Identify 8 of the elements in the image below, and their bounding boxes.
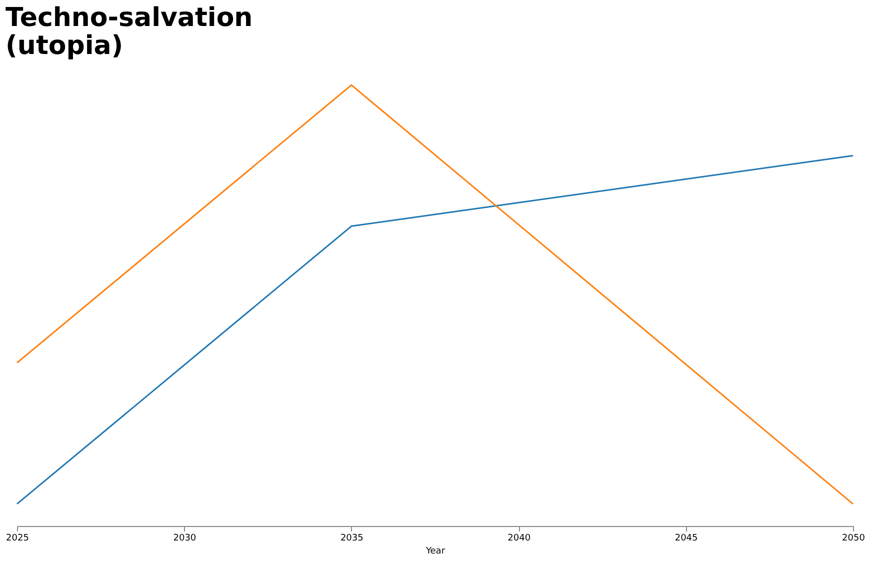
x-tick-label: 2035 [340, 534, 364, 544]
x-axis-title: Year [424, 546, 446, 556]
x-tick-label: 2025 [6, 534, 29, 544]
x-tick-label: 2040 [508, 534, 531, 544]
x-tick-label: 2050 [842, 534, 866, 544]
chart-title: Techno-salvation (utopia) [6, 3, 253, 61]
x-tick-label: 2030 [173, 534, 196, 544]
x-tick-label: 2045 [674, 534, 698, 544]
